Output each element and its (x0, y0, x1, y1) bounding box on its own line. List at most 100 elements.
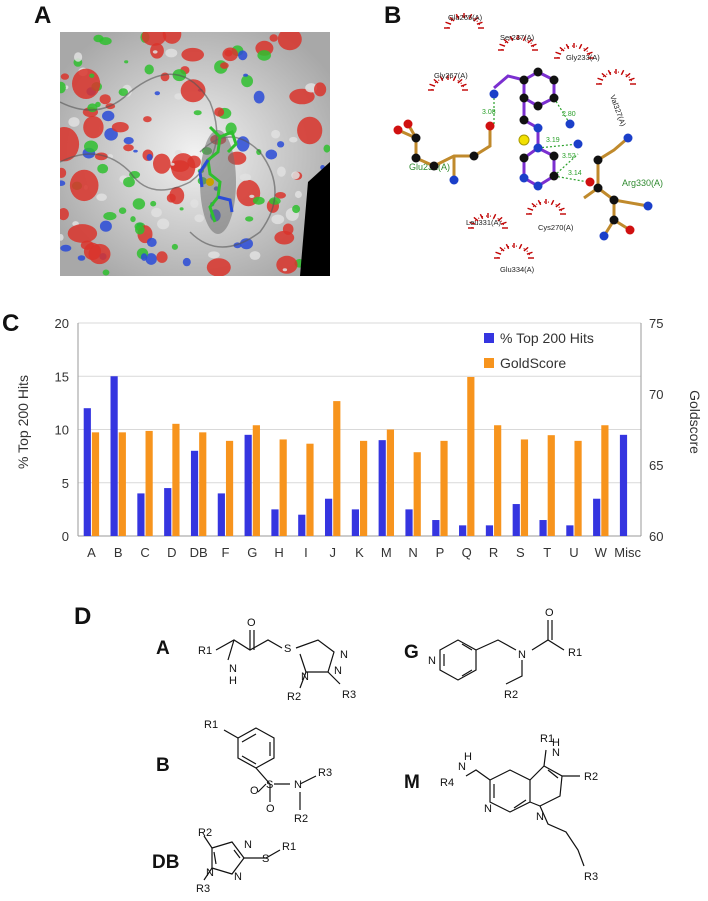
nitrogen-atom (643, 201, 653, 211)
group-r2: R2 (287, 691, 301, 703)
group-r2: R2 (198, 827, 212, 839)
x-tick-label: P (436, 545, 445, 560)
hydrophobic-spike (457, 78, 463, 84)
group-r1: R1 (198, 645, 212, 657)
hydrophobic-spike (452, 75, 457, 82)
hydrophobic-spike (526, 251, 533, 255)
atom-s: S (284, 643, 291, 655)
carbon-atom (549, 75, 559, 85)
hydrophobic-spike (497, 216, 503, 222)
group-r3: R3 (584, 871, 598, 883)
ligand-stick-model (198, 125, 238, 223)
y-tick-right: 70 (649, 387, 663, 402)
hbond-distance: 3.14 (568, 170, 582, 177)
residue-label: Glu265(A) (448, 13, 483, 22)
group-r2: R2 (504, 689, 518, 701)
bar-top200-hits (539, 520, 547, 536)
bar-goldscore (145, 430, 153, 536)
nitrogen-atom (449, 175, 459, 185)
hydrophobic-spike (509, 35, 514, 42)
group-r3: R3 (318, 767, 332, 779)
bar-top200-hits (619, 434, 628, 536)
hydrophobic-spike (476, 21, 483, 25)
bar-top200-hits (405, 509, 413, 536)
residue-label: Gly233(A) (566, 53, 600, 62)
bar-goldscore (252, 425, 260, 536)
residue-label: Gly267(A) (434, 71, 468, 80)
compound-label-m: M (404, 772, 420, 793)
nitrogen-atom (565, 119, 575, 129)
x-tick-label: G (247, 545, 257, 560)
bar-top200-hits (83, 408, 91, 536)
hydrophobic-spike (597, 77, 604, 81)
bar-goldscore (118, 432, 126, 536)
atom-o: O (545, 607, 554, 619)
bar-top200-hits (137, 493, 145, 536)
residue-label: Cys270(A) (538, 223, 574, 232)
x-tick-label: I (304, 545, 308, 560)
x-tick-label: K (355, 545, 364, 560)
oxygen-atom (585, 177, 595, 187)
hydrophobic-spike (518, 243, 523, 250)
atom-o: O (250, 785, 259, 797)
group-r1: R1 (568, 647, 582, 659)
carbon-atom (411, 133, 421, 143)
compound-label-g: G (404, 642, 419, 663)
nitrogen-atom (519, 173, 529, 183)
residue-label: Glu232(A) (409, 162, 450, 172)
hydrophobic-spike (492, 213, 497, 220)
bar-goldscore (91, 432, 100, 536)
oxygen-atom (485, 121, 495, 131)
hydrophobic-spike (522, 35, 527, 42)
y-tick-right: 60 (649, 529, 663, 544)
hydrophobic-spike (565, 43, 570, 50)
compound-label-db: DB (152, 852, 180, 873)
nitrogen-atom (533, 181, 543, 191)
nitrogen-atom (599, 231, 609, 241)
bar-top200-hits (110, 376, 118, 536)
x-tick-label: F (221, 545, 229, 560)
x-tick-label: S (516, 545, 525, 560)
oxygen-atom (393, 125, 403, 135)
carbon-atom (469, 151, 479, 161)
carbon-atom (549, 151, 559, 161)
atom-n: N (234, 871, 242, 883)
bar-goldscore (306, 443, 314, 536)
bar-goldscore (413, 452, 421, 536)
legend-swatch-hits (484, 333, 494, 343)
y-tick-left: 5 (62, 476, 69, 491)
bar-goldscore (279, 439, 287, 536)
hydrophobic-spike (583, 46, 589, 52)
hydrophobic-spike (555, 51, 562, 55)
atom-n: N (206, 867, 214, 879)
bar-goldscore (601, 425, 609, 536)
group-r2: R2 (294, 813, 308, 825)
x-tick-label: D (167, 545, 176, 560)
carbon-atom (609, 215, 619, 225)
y-tick-left: 15 (55, 369, 69, 384)
hydrophobic-spike (555, 202, 561, 208)
bar-goldscore (386, 429, 395, 536)
residue-label: Arg330(A) (622, 178, 663, 188)
oxygen-atom (403, 119, 413, 129)
bar-goldscore (199, 432, 207, 536)
bar-top200-hits (244, 434, 252, 536)
hydrophobic-spike (455, 13, 460, 20)
atom-o: O (266, 803, 275, 815)
atom-h: H (552, 737, 560, 749)
hydrophobic-spike (439, 75, 444, 82)
hydrophobic-spike (449, 16, 455, 22)
nitrogen-atom (489, 89, 499, 99)
bar-goldscore (333, 401, 341, 536)
atom-n: N (552, 747, 560, 759)
hydrophobic-spike (499, 43, 506, 47)
hydrophobic-spike (473, 16, 479, 22)
hits-goldscore-bar-chart: 0 5 10 15 20 60 65 70 75 A B C D DB F G H I J K M N P Q R S T U W M… (0, 300, 708, 570)
panel-label-b: B (384, 2, 402, 29)
group-r1: R1 (204, 719, 218, 731)
hydrophobic-spike (527, 38, 533, 44)
x-tick-label: T (543, 545, 551, 560)
atom-n: N (536, 811, 544, 823)
x-tick-label: H (274, 545, 283, 560)
x-tick-label: A (87, 545, 96, 560)
